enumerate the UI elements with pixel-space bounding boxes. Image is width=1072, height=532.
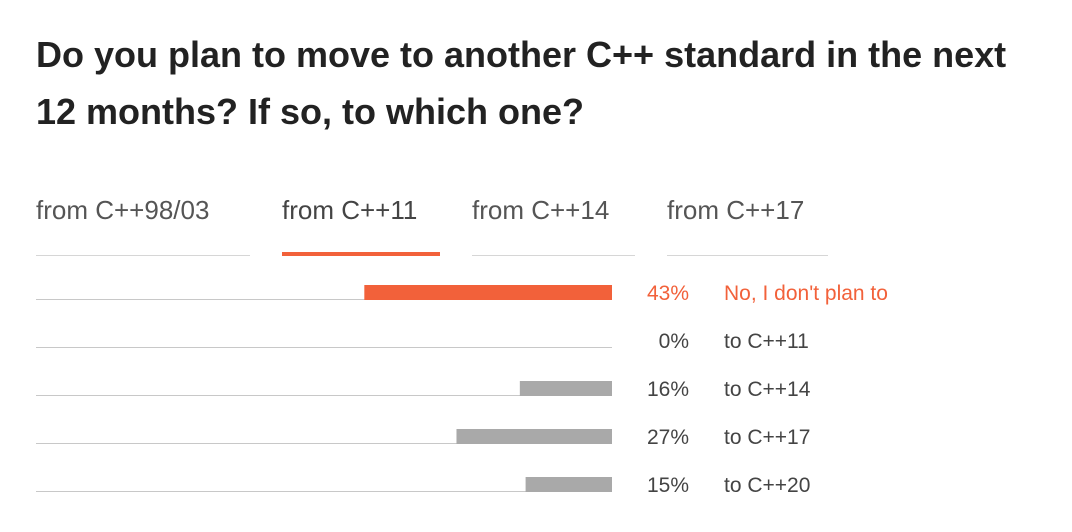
tab-from-cpp14[interactable]: from C++14 [472, 190, 635, 256]
category-label: No, I don't plan to [724, 282, 888, 305]
tab-from-cpp11[interactable]: from C++11 [282, 190, 440, 256]
category-label: to C++11 [724, 330, 809, 353]
bar-value-label: 0% [659, 330, 689, 353]
category-label: to C++20 [724, 474, 810, 497]
tab-label: from C++11 [282, 195, 418, 225]
bar-value-label: 16% [647, 378, 689, 401]
bar-value-label: 15% [647, 474, 689, 497]
bar [525, 477, 612, 492]
bar-value-label: 43% [647, 282, 689, 305]
bar [519, 381, 612, 396]
tab-label: from C++14 [472, 195, 610, 225]
category-label: to C++17 [724, 426, 810, 449]
standard-tabs: from C++98/03 from C++11 from C++14 from… [0, 0, 1072, 260]
tab-from-cpp98-03[interactable]: from C++98/03 [36, 190, 250, 256]
tab-label: from C++98/03 [36, 195, 210, 225]
bar [364, 285, 612, 300]
tab-label: from C++17 [667, 195, 805, 225]
tab-from-cpp17[interactable]: from C++17 [667, 190, 828, 256]
chart-title: Do you plan to move to another C++ stand… [36, 34, 1007, 132]
bar-value-label: 27% [647, 426, 689, 449]
bar [456, 429, 612, 444]
category-label: to C++14 [724, 378, 811, 401]
